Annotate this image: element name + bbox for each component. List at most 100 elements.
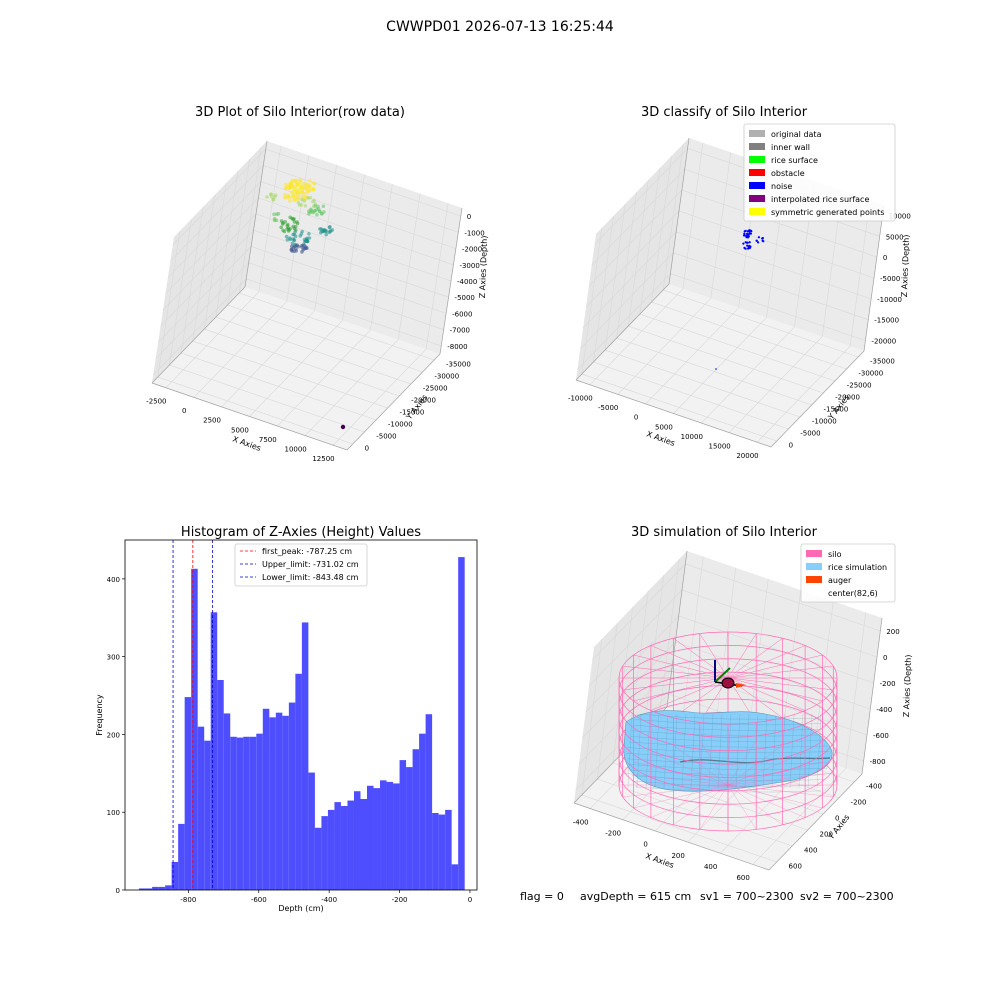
legend-swatch — [749, 208, 765, 215]
rice-mesh-line — [708, 713, 714, 789]
noise-point — [743, 232, 746, 235]
status-footer: flag = 0 avgDepth = 615 cm sv1 = 700~230… — [520, 890, 894, 903]
x-tick-label: -10000 — [568, 395, 593, 403]
y-tick-label: -15000 — [823, 406, 848, 414]
histogram-bar — [262, 708, 270, 890]
scatter-point — [290, 178, 294, 183]
silo-roof-spoke — [727, 677, 823, 702]
noise-point — [746, 236, 750, 239]
scatter-point — [290, 241, 295, 246]
histogram-bar — [295, 673, 302, 890]
silo-floor-spoke — [727, 784, 823, 809]
histogram-bar — [360, 799, 367, 890]
x-tick-label: 0 — [468, 896, 472, 904]
legend-label: interpolated rice surface — [771, 195, 869, 204]
scatter-point — [301, 248, 305, 252]
sv1-text: sv1 = 700~2300 — [700, 890, 794, 903]
x-tick-label: 600 — [736, 874, 749, 882]
silo-floor-spoke — [622, 784, 729, 798]
scatter-point — [307, 212, 311, 216]
rice-mesh-line — [654, 713, 660, 789]
scatter-point — [303, 204, 308, 208]
z-tick-label: -200 — [880, 680, 896, 688]
histogram-bar — [327, 809, 335, 890]
scatter-point — [284, 182, 288, 187]
histogram-bar — [425, 714, 433, 890]
scatter-point — [315, 212, 319, 217]
silo-floor-spoke — [727, 745, 783, 786]
silo-floor-spoke — [727, 772, 834, 786]
grid-line-x — [249, 174, 365, 417]
scatter-point — [327, 225, 332, 230]
outlier-point — [340, 424, 346, 430]
rice-mesh-line — [780, 713, 786, 789]
grid-line-x — [277, 184, 393, 427]
scatter-point — [285, 238, 290, 242]
scatter-point — [293, 230, 297, 234]
scatter-point — [311, 187, 316, 192]
scatter-point — [289, 190, 294, 195]
scatter-point — [292, 220, 297, 224]
scatter-point — [306, 196, 310, 200]
y-tick-label: -20000 — [835, 394, 860, 402]
y-tick-label: 400 — [107, 576, 120, 584]
y-tick-labels: 0 100 200 300 400 — [107, 576, 125, 895]
figure-suptitle: CWWPD01 2026-07-13 16:25:44 — [386, 19, 614, 35]
scatter-point — [303, 195, 307, 199]
noise-point — [746, 244, 749, 247]
axis-edge — [575, 137, 690, 381]
z-tick-label: -5000 — [880, 275, 900, 283]
noise-point — [748, 232, 752, 235]
scatter-point — [321, 204, 326, 208]
axis-edge — [439, 207, 463, 355]
legend-swatch — [749, 182, 765, 189]
x-tick-labels: -10000 -5000 0 5000 10000 15000 20000 — [568, 395, 759, 460]
noise-point — [762, 240, 765, 243]
legend-label: obstacle — [771, 169, 805, 178]
scatter-point — [295, 183, 300, 188]
scatter-point — [290, 195, 295, 199]
noise-point — [757, 241, 760, 244]
grid-line-x — [728, 190, 843, 433]
y-tick-label: 100 — [107, 809, 120, 817]
legend-swatch — [806, 563, 822, 570]
z-tick-label: -3000 — [459, 262, 479, 270]
legend-label: inner wall — [771, 143, 810, 152]
scatter-point — [293, 244, 297, 249]
noise-point — [761, 237, 764, 240]
scatter-point — [315, 207, 319, 211]
scatter-point — [305, 239, 310, 244]
z-tick-label: -10000 — [877, 296, 902, 304]
grid-line-x — [221, 164, 337, 408]
silo-floor-spoke — [699, 740, 729, 786]
histogram-bar — [217, 680, 224, 890]
z-tick-labels: 0 -1000 -2000 -3000 -4000 -5000 -6000 -7000 -800… — [447, 213, 484, 351]
histogram-bar — [353, 791, 361, 890]
y-tick-label: -30000 — [858, 370, 883, 378]
histogram-bar — [321, 816, 328, 890]
scatter-point — [283, 220, 288, 224]
histogram-bar — [451, 864, 459, 890]
x-tick-label: -5000 — [598, 404, 618, 412]
x-tick-labels: -2500 0 2500 5000 7500 10000 12500 — [146, 398, 334, 463]
y-tick-label: 0 — [789, 442, 793, 450]
y-tick-label: 400 — [804, 847, 817, 855]
y-tick-label: -15000 — [399, 409, 424, 417]
z-tick-label: -4000 — [457, 278, 477, 286]
noise-point — [743, 230, 746, 233]
histogram-bar — [171, 862, 179, 890]
legend-label: Upper_limit: -731.02 cm — [262, 560, 359, 569]
histogram-bar — [412, 749, 420, 890]
histogram-bar — [314, 827, 322, 890]
silo-floor-spoke — [727, 740, 757, 786]
silo-floor-spoke — [727, 784, 757, 830]
histogram-bar — [204, 740, 211, 890]
scatter-point — [304, 184, 309, 189]
scatter-point — [285, 227, 289, 231]
legend-label: silo — [828, 550, 842, 559]
silo-floor-spoke — [673, 745, 729, 786]
rice-mesh-line — [762, 713, 768, 789]
legend-swatch — [749, 169, 765, 176]
y-tick-label: 0 — [365, 445, 369, 453]
